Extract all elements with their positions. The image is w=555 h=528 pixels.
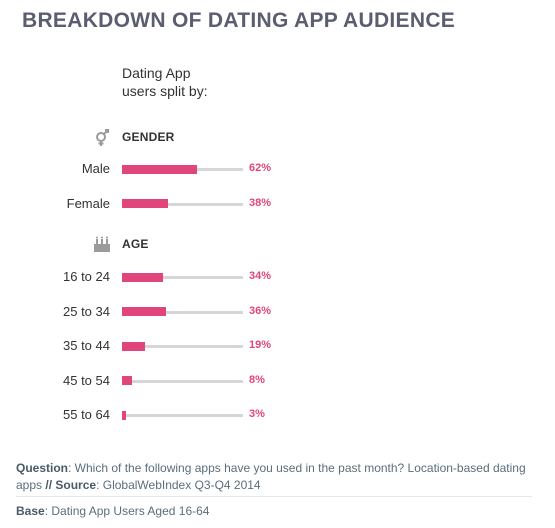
section-label-age: AGE bbox=[122, 237, 149, 251]
bar bbox=[122, 164, 197, 174]
category-label: Female bbox=[66, 195, 110, 211]
bar-track bbox=[122, 310, 243, 314]
subtitle-line-1: Dating App bbox=[122, 65, 191, 81]
category-label: 45 to 54 bbox=[63, 372, 110, 388]
gender-icon bbox=[93, 128, 111, 146]
value-label: 8% bbox=[249, 373, 265, 386]
footer-question: Question: Which of the following apps ha… bbox=[16, 460, 536, 494]
bar-track bbox=[122, 379, 243, 383]
base-text: : Dating App Users Aged 16-64 bbox=[44, 504, 210, 518]
value-label: 19% bbox=[249, 339, 272, 351]
footer-base: Base: Dating App Users Aged 16-64 bbox=[16, 503, 209, 520]
section-label-gender: GENDER bbox=[122, 130, 175, 144]
category-label: 55 to 64 bbox=[63, 407, 110, 422]
source-text: : GlobalWebIndex Q3-Q4 2014 bbox=[96, 478, 261, 492]
bar-track bbox=[122, 202, 243, 206]
category-label: Male bbox=[81, 161, 110, 176]
bar bbox=[122, 410, 126, 420]
value-label: 34% bbox=[249, 270, 272, 282]
bar bbox=[122, 272, 163, 282]
value-label: 38% bbox=[249, 196, 272, 209]
bar-track bbox=[122, 276, 243, 279]
bar-track bbox=[122, 414, 243, 417]
value-label: 62% bbox=[249, 162, 272, 174]
chart-subtitle: Dating App users split by: bbox=[122, 64, 208, 100]
value-label: 36% bbox=[249, 304, 272, 317]
source-label: Source bbox=[55, 478, 97, 492]
question-text: : Which of the following apps have you u… bbox=[16, 461, 526, 492]
footer-divider bbox=[16, 496, 532, 497]
bar-track bbox=[122, 345, 243, 348]
footer-separator: // bbox=[45, 478, 53, 492]
subtitle-line-2: users split by: bbox=[122, 83, 208, 99]
bar bbox=[122, 376, 132, 385]
bar bbox=[122, 307, 166, 316]
bar bbox=[122, 341, 145, 351]
category-label: 35 to 44 bbox=[63, 338, 110, 353]
chart-title: BREAKDOWN OF DATING APP AUDIENCE bbox=[22, 9, 456, 32]
bar bbox=[122, 199, 168, 208]
category-label: 16 to 24 bbox=[63, 269, 110, 284]
birthday-cake-icon bbox=[93, 235, 111, 253]
category-label: 25 to 34 bbox=[63, 303, 110, 319]
base-label: Base bbox=[16, 504, 45, 518]
value-label: 3% bbox=[249, 408, 265, 420]
question-label: Question bbox=[16, 461, 69, 475]
